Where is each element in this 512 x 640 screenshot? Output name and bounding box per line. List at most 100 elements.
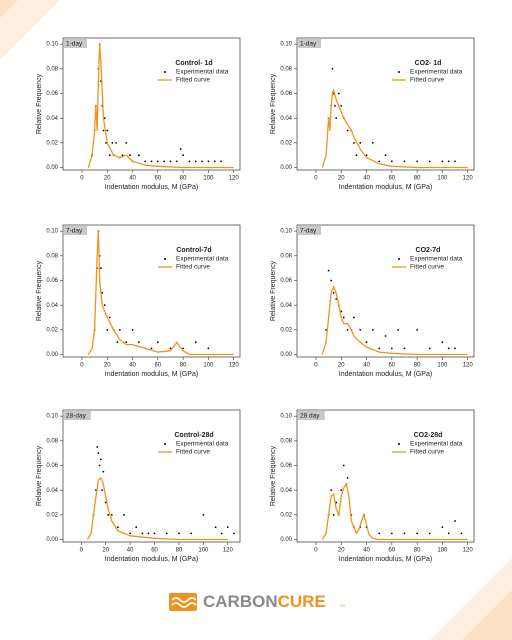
data-point xyxy=(397,328,400,331)
plot-frame xyxy=(62,224,241,358)
chart: 0 20 40 60 80 100 120 0.00 0.02 0.04 0.06 0.08 0.10 I… xyxy=(36,409,241,563)
fitted-curve xyxy=(87,43,234,169)
data-point xyxy=(403,532,406,535)
y-tick-label: 0.04 xyxy=(280,116,292,122)
chart-title: CO2-28d xyxy=(414,432,443,439)
legend-marker xyxy=(164,443,166,445)
data-point xyxy=(220,160,222,163)
data-point xyxy=(371,141,374,144)
y-tick-label: 0.10 xyxy=(280,229,292,235)
y-tick-label: 0.04 xyxy=(46,303,58,309)
chart: 0 20 40 60 80 100 120 0.00 0.02 0.04 0.06 0.08 0.10 I… xyxy=(36,37,241,191)
panel-tag: 28 day xyxy=(300,413,320,420)
y-tick-label: 0.04 xyxy=(280,488,292,494)
legend-marker xyxy=(398,258,400,260)
data-point xyxy=(100,267,102,270)
data-point xyxy=(179,148,182,150)
data-point xyxy=(123,513,125,516)
legend-label: Fitted curve xyxy=(176,264,210,271)
data-point xyxy=(116,341,119,344)
legend-label: Fitted curve xyxy=(410,449,444,456)
legend-label: Experimental data xyxy=(410,256,463,263)
data-point xyxy=(340,104,343,107)
panel-tag-box xyxy=(298,226,321,235)
data-point xyxy=(355,154,358,157)
data-point xyxy=(106,328,109,331)
fitted-curve xyxy=(321,286,468,356)
legend-marker xyxy=(164,71,166,73)
data-point xyxy=(327,269,330,272)
data-point xyxy=(102,470,105,473)
data-point xyxy=(103,304,106,307)
y-tick-label: 0.00 xyxy=(46,352,58,358)
data-point xyxy=(359,141,362,144)
chart: 0 20 40 60 80 100 120 0.00 0.02 0.04 0.06 0.08 0.10 I… xyxy=(270,37,475,191)
legend-label: Experimental data xyxy=(176,69,229,76)
data-point xyxy=(403,347,406,350)
data-point xyxy=(101,291,104,294)
x-tick-label: 20 xyxy=(338,176,345,182)
x-tick-label: 60 xyxy=(154,176,161,182)
data-point xyxy=(340,489,343,492)
data-point xyxy=(416,328,419,331)
x-tick-label: 100 xyxy=(437,363,448,369)
x-tick-label: 120 xyxy=(463,548,474,554)
x-tick-label: 40 xyxy=(363,176,370,182)
y-tick-label: 0.04 xyxy=(46,488,58,494)
y-tick-label: 0.00 xyxy=(280,352,292,358)
y-axis-label: Relative Frequency xyxy=(36,73,43,134)
y-tick-label: 0.06 xyxy=(46,463,58,469)
y-tick-label: 0.00 xyxy=(46,537,58,543)
y-tick-label: 0.08 xyxy=(280,253,292,259)
y-tick-label: 0.00 xyxy=(280,165,292,171)
y-tick-label: 0.06 xyxy=(46,91,58,97)
data-point xyxy=(108,154,111,157)
data-point xyxy=(98,464,101,467)
data-point xyxy=(454,160,456,163)
data-point xyxy=(125,341,128,344)
data-point xyxy=(118,328,121,331)
data-point xyxy=(342,316,345,319)
chart: 0 20 40 60 80 100 120 0.00 0.02 0.04 0.06 0.08 0.10 I… xyxy=(36,224,241,378)
plot-frame xyxy=(296,224,475,358)
y-tick-label: 0.08 xyxy=(280,438,292,444)
data-point xyxy=(220,532,223,535)
data-point xyxy=(213,160,216,163)
x-tick-label: 120 xyxy=(463,176,474,182)
legend-label: Experimental data xyxy=(410,69,463,76)
data-point xyxy=(201,160,203,163)
data-point xyxy=(325,328,327,331)
y-axis-label: Relative Frequency xyxy=(36,445,43,506)
fitted-curve xyxy=(321,89,468,169)
data-point xyxy=(178,532,180,535)
data-point xyxy=(331,67,334,70)
panel-tag-box xyxy=(64,226,87,235)
x-axis-label: Indentation modulus, M (GPa) xyxy=(105,371,198,378)
data-point xyxy=(346,328,349,331)
data-point xyxy=(454,347,456,350)
y-tick-label: 0.02 xyxy=(46,327,58,333)
data-point xyxy=(165,532,168,535)
data-point xyxy=(390,347,393,350)
chart-title: Control- 1d xyxy=(175,60,212,67)
data-point xyxy=(194,160,197,163)
x-tick-label: 0 xyxy=(314,176,318,182)
chart: 0 20 40 60 80 100 120 0.00 0.02 0.04 0.06 0.08 0.10 I… xyxy=(270,224,475,378)
data-point xyxy=(156,341,159,344)
legend-marker xyxy=(398,71,400,73)
fitted-curve xyxy=(87,230,234,356)
legend-label: Fitted curve xyxy=(410,77,444,84)
data-point xyxy=(441,160,444,163)
data-point xyxy=(182,347,185,350)
data-point xyxy=(101,489,103,492)
y-tick-label: 0.00 xyxy=(280,537,292,543)
x-tick-label: 100 xyxy=(437,548,448,554)
x-tick-label: 40 xyxy=(363,363,370,369)
data-point xyxy=(125,141,128,144)
x-tick-label: 40 xyxy=(129,363,136,369)
x-axis-label: Indentation modulus, M (GPa) xyxy=(339,184,432,191)
logo-text: CARBONCURE xyxy=(203,592,326,611)
data-point xyxy=(97,452,100,455)
y-axis-label: Relative Frequency xyxy=(36,260,43,321)
